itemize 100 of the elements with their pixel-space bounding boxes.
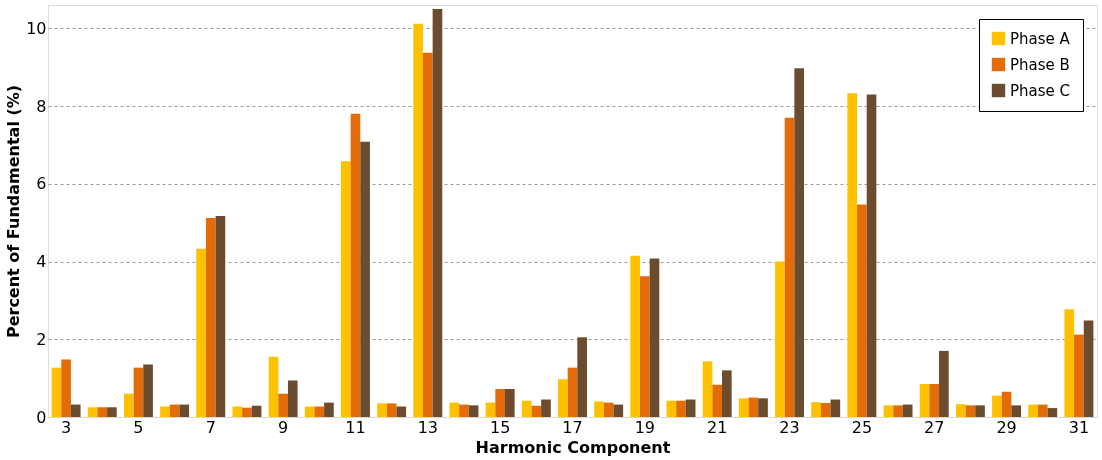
bar [133, 367, 144, 417]
y-tick-label: 0 [36, 407, 47, 427]
legend-label: Phase A [1010, 29, 1071, 48]
bar [738, 398, 749, 417]
bar [396, 406, 407, 417]
bar [541, 399, 551, 417]
bar [1037, 404, 1048, 417]
bar [1074, 334, 1084, 417]
bar [169, 404, 180, 417]
bar [350, 113, 361, 417]
bar [702, 361, 713, 417]
bar [893, 405, 903, 417]
bar [811, 402, 821, 417]
bar [883, 405, 894, 417]
x-tick-label: 3 [60, 417, 72, 437]
bar [939, 350, 949, 417]
bar [413, 23, 423, 417]
bar [160, 406, 170, 417]
bar [794, 68, 804, 417]
y-tick-label: 10 [26, 18, 47, 38]
bar [196, 248, 206, 417]
bar [784, 117, 795, 417]
bar [820, 403, 831, 417]
bar [1064, 309, 1075, 417]
x-tick-label: 5 [133, 417, 144, 437]
bar [955, 404, 966, 417]
bar [965, 405, 976, 417]
bar [1011, 405, 1022, 417]
bar [857, 204, 867, 417]
bar [975, 405, 985, 417]
bar [1001, 391, 1012, 417]
bar [495, 389, 505, 417]
x-tick-label: 27 [924, 417, 945, 437]
y-tick-label: 6 [36, 174, 47, 194]
x-tick-label: 29 [996, 417, 1017, 437]
x-tick-label: 9 [278, 417, 289, 437]
legend-label: Phase C [1010, 81, 1071, 100]
bar [1047, 408, 1058, 417]
bar [432, 8, 443, 417]
bar [649, 258, 660, 417]
x-tick-label: 17 [562, 417, 583, 437]
x-tick-label: 13 [417, 417, 438, 437]
bar [386, 403, 397, 417]
bar [630, 255, 641, 417]
y-axis-title: Percent of Fundamental (%) [4, 84, 24, 339]
x-tick-label: 15 [489, 417, 511, 437]
x-tick-label: 7 [205, 417, 216, 437]
bar [232, 406, 243, 417]
legend-label: Phase B [1010, 55, 1070, 74]
bar [87, 407, 98, 417]
x-tick-label: 31 [1068, 417, 1090, 437]
bar [278, 393, 288, 417]
x-tick-label: 19 [634, 417, 656, 437]
bar [929, 383, 940, 417]
bar [268, 356, 279, 417]
bar [70, 404, 81, 417]
bar [61, 359, 71, 417]
bar [107, 407, 117, 417]
bar [685, 399, 696, 417]
y-tick-label: 8 [36, 96, 47, 116]
bar [521, 400, 532, 417]
bar [775, 261, 785, 417]
bar [377, 403, 387, 417]
bar [324, 402, 334, 417]
bar [468, 405, 479, 417]
bar [666, 400, 677, 417]
x-axis-title: Harmonic Component [475, 437, 671, 457]
bar [205, 218, 216, 417]
bar [504, 389, 515, 417]
bar [360, 141, 370, 417]
x-tick-label: 23 [779, 417, 800, 437]
bar [422, 52, 433, 417]
bar [594, 401, 604, 417]
bar [531, 405, 542, 417]
bar [179, 404, 190, 417]
bar [748, 397, 759, 417]
bar [567, 367, 578, 417]
bar [847, 93, 858, 417]
bar [51, 367, 62, 417]
y-tick-label: 2 [36, 329, 47, 349]
bar [341, 161, 351, 417]
bar [758, 398, 768, 417]
bar [1083, 320, 1094, 417]
bar [613, 404, 624, 417]
bar [712, 384, 723, 417]
bar [314, 406, 325, 417]
x-tick-label: 21 [707, 417, 728, 437]
bar [558, 379, 568, 417]
bar [722, 370, 732, 417]
bar [577, 337, 587, 417]
bar [830, 399, 841, 417]
bar [1028, 404, 1038, 417]
bar [143, 364, 153, 417]
bar [603, 402, 614, 417]
bar [992, 395, 1002, 417]
x-tick-label: 25 [851, 417, 873, 437]
bar [919, 383, 930, 417]
x-tick-label: 11 [345, 417, 366, 437]
bar [215, 216, 226, 417]
bar [97, 407, 108, 417]
